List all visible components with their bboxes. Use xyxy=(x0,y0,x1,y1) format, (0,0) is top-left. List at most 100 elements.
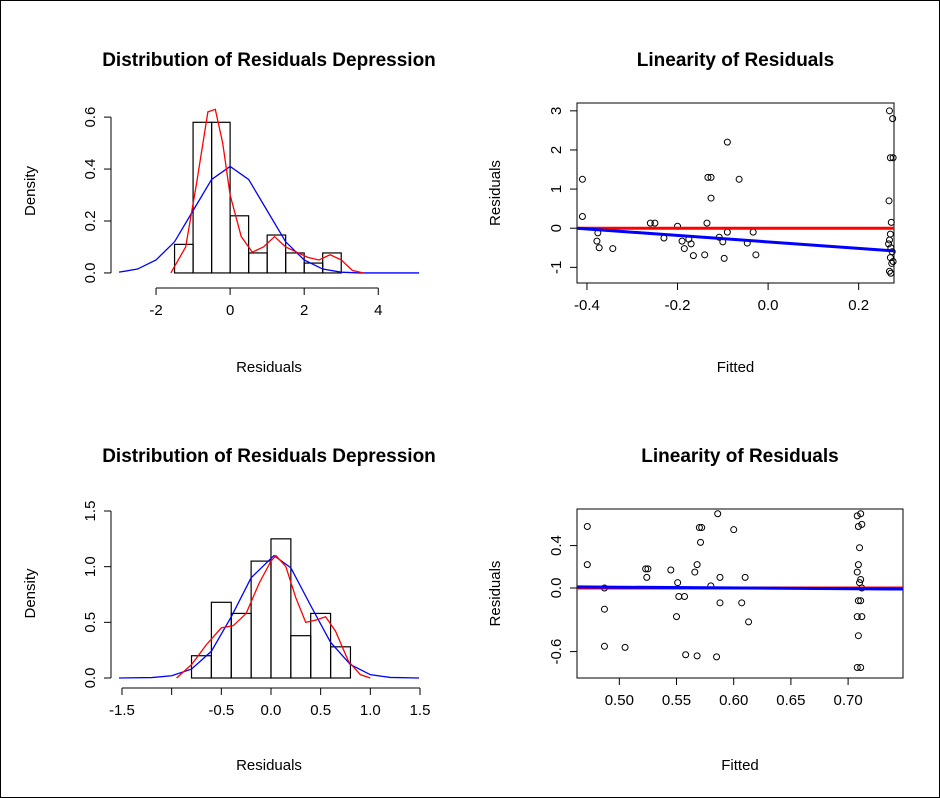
point xyxy=(695,524,703,532)
histogram-bar xyxy=(229,215,250,274)
point xyxy=(675,592,683,600)
x-tick-label: 0.65 xyxy=(776,692,805,709)
y-tick-label: 1.0 xyxy=(82,556,99,577)
x-tick-label: 0.0 xyxy=(261,702,282,719)
x-tick-label: -2 xyxy=(149,302,162,319)
point xyxy=(854,522,862,530)
point xyxy=(886,230,894,238)
y-tick-label: 3 xyxy=(548,107,565,115)
point xyxy=(689,252,697,260)
point xyxy=(730,526,738,534)
x-tick-label: 0.55 xyxy=(662,692,691,709)
point xyxy=(854,632,862,640)
y-axis-label: Density xyxy=(22,568,39,619)
point xyxy=(678,237,686,245)
x-tick-label: 0.0 xyxy=(758,297,779,314)
point xyxy=(735,175,743,183)
point xyxy=(858,520,866,528)
point xyxy=(693,561,701,569)
point xyxy=(857,664,865,672)
y-tick-label: 0.0 xyxy=(548,578,565,599)
x-tick-label: -0.4 xyxy=(574,297,600,314)
point xyxy=(609,245,617,253)
density-curve xyxy=(118,165,419,274)
point xyxy=(888,259,896,267)
point xyxy=(716,599,724,607)
histogram-bar xyxy=(210,121,231,274)
point xyxy=(716,573,724,581)
point xyxy=(693,652,701,660)
histogram-bar xyxy=(322,252,342,274)
x-tick-label: 1.5 xyxy=(410,702,431,719)
y-tick-label: 0.4 xyxy=(82,159,99,180)
point xyxy=(723,228,731,236)
histogram-bar xyxy=(285,252,305,274)
point xyxy=(701,251,709,259)
histogram-bar xyxy=(270,538,292,679)
point xyxy=(703,219,711,227)
point xyxy=(887,269,895,277)
point xyxy=(704,173,712,181)
plot-box xyxy=(576,102,895,284)
chart-title: Distribution of Residuals Depression xyxy=(102,446,436,467)
x-tick-label: 1.0 xyxy=(360,702,381,719)
point xyxy=(854,561,862,569)
x-tick-label: 4 xyxy=(374,302,382,319)
point xyxy=(857,576,865,584)
point xyxy=(698,524,706,532)
x-tick-label: 0.60 xyxy=(719,692,748,709)
point xyxy=(745,618,753,626)
density-curve xyxy=(176,554,371,679)
x-tick-label: -1.5 xyxy=(109,702,135,719)
y-tick-label: 0 xyxy=(548,224,565,232)
y-tick-label: 0.6 xyxy=(82,107,99,128)
point xyxy=(642,565,650,573)
y-axis-label: Residuals xyxy=(487,561,504,627)
point xyxy=(674,579,682,587)
point xyxy=(707,194,715,202)
point xyxy=(583,561,591,569)
chart-title: Linearity of Residuals xyxy=(641,446,838,467)
point xyxy=(885,267,893,275)
y-tick-label: -0.6 xyxy=(548,639,565,665)
point xyxy=(600,642,608,650)
x-axis-label: Fitted xyxy=(721,757,759,774)
point xyxy=(887,218,895,226)
point xyxy=(687,240,695,248)
point xyxy=(853,568,861,576)
fit-line xyxy=(576,226,895,253)
histogram-bar xyxy=(329,646,352,679)
x-tick-label: 0.5 xyxy=(310,702,331,719)
chart-title: Distribution of Residuals Depression xyxy=(102,50,436,71)
y-tick-label: 1 xyxy=(548,185,565,193)
point xyxy=(713,653,721,661)
point xyxy=(885,197,893,205)
y-tick-label: 0.5 xyxy=(82,612,99,633)
point xyxy=(578,175,586,183)
point xyxy=(857,510,865,518)
point xyxy=(681,592,689,600)
point xyxy=(752,251,760,259)
histogram-bar xyxy=(173,243,194,274)
x-tick-label: 0 xyxy=(226,302,234,319)
point xyxy=(853,512,861,520)
point xyxy=(697,538,705,546)
point xyxy=(889,154,897,162)
x-axis-label: Fitted xyxy=(717,359,755,376)
point xyxy=(651,219,659,227)
point xyxy=(853,664,861,672)
x-tick-label: 0.70 xyxy=(833,692,862,709)
x-axis-label: Residuals xyxy=(236,757,302,774)
point xyxy=(667,566,675,574)
fit-line xyxy=(576,585,904,591)
point xyxy=(720,254,728,262)
point xyxy=(595,244,603,252)
histogram-bar xyxy=(310,612,332,679)
y-axis-label: Density xyxy=(22,165,39,216)
point xyxy=(885,107,893,115)
x-tick-label: 0.50 xyxy=(605,692,634,709)
point xyxy=(889,257,897,265)
point xyxy=(593,237,601,245)
